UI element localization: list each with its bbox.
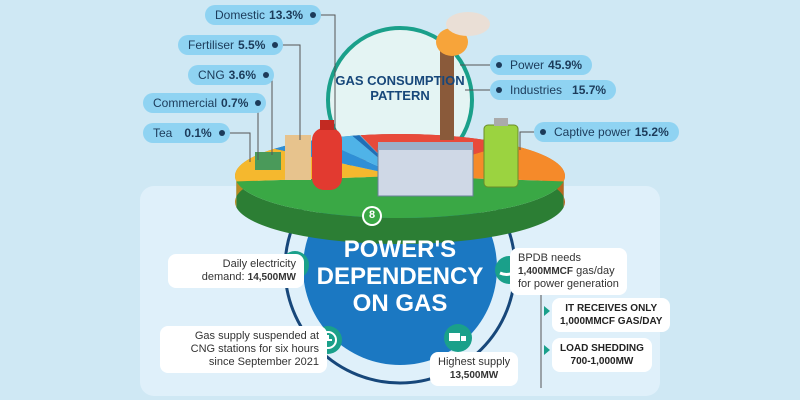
main-title-line: POWER'S [343,236,457,263]
building-roof [378,142,473,150]
arrow-icon [544,306,550,316]
label-power: Power 45.9% [490,55,593,75]
label-value: 5.5% [238,38,266,52]
chimney-illustration [440,50,454,140]
fact-text: 700-1,000MW [570,356,634,367]
dot-icon [310,12,317,18]
fertiliser-sack [285,135,311,180]
cylinder-valve [320,120,334,130]
dot-icon [496,87,502,93]
truck-icon-cab [461,336,466,341]
top-title: GAS CONSUMPTION PATTERN [335,73,465,103]
fact-text: demand: [201,271,245,283]
label-cng: CNG 3.6% [188,65,275,85]
receives-box: IT RECEIVES ONLY 1,000MMCF GAS/DAY [552,298,671,332]
main-title: POWER'S DEPENDENCY ON GAS [310,236,490,317]
fact-value: 1,400MMCF [518,266,574,277]
fact-text: since September 2021 [208,356,319,368]
battery-illustration [483,124,519,188]
section-number: 8 [368,209,376,221]
label-value: 15.7% [572,83,607,97]
main-title-line: ON GAS [352,290,448,317]
label-value: 3.6% [228,68,257,82]
label-captive-power: Captive power 15.2% [534,122,679,142]
gas-cylinder-illustration [312,128,342,190]
fact-value: 13,500MW [449,370,499,381]
main-title-line: DEPENDENCY [316,263,484,290]
label-text: Fertiliser [188,38,235,52]
label-text: Tea [153,126,173,140]
fact-text: Daily electricity [222,258,296,270]
dot-icon [540,129,546,135]
label-fertiliser: Fertiliser 5.5% [178,35,284,55]
fact-text: IT RECEIVES ONLY [565,303,658,314]
dot-icon [272,42,279,48]
arrow-icon [544,345,550,355]
pie-slice-side [236,181,564,245]
label-industries: Industries 15.7% [490,80,617,100]
fact-text: CNG stations for six hours [190,343,319,355]
fact-text: gas/day [576,265,615,277]
label-text: Domestic [215,8,266,22]
fact-value: 14,500MW [247,272,296,283]
label-value: 0.7% [221,96,249,110]
label-domestic: Domestic 13.3% [205,5,322,25]
dot-icon [496,62,502,68]
label-text: Commercial [153,96,218,110]
label-text: Captive power [554,125,631,139]
smoke-illustration [446,12,490,36]
label-text: Industries [510,83,563,97]
label-text: Power [510,58,545,72]
fact-text: LOAD SHEDDING [560,343,644,354]
clock-icon-hands [327,335,332,341]
label-text: CNG [198,68,225,82]
daily-demand-box: Daily electricity demand: 14,500MW [168,254,304,288]
load-shedding-box: LOAD SHEDDING 700-1,000MW [552,338,652,372]
label-commercial: Commercial 0.7% [143,93,267,113]
section-number-badge-inner [364,208,380,224]
dot-icon [263,72,270,78]
building-illustration [377,147,474,197]
fact-text: for power generation [518,278,619,290]
fact-text: Gas supply suspended at [194,330,319,342]
fact-text: BPDB needs [518,252,581,264]
fact-text: Highest supply [438,356,511,368]
cng-vehicle [255,152,281,170]
bpdb-needs-box: BPDB needs 1,400MMCF gas/day for power g… [510,248,627,295]
label-value: 13.3% [269,8,304,22]
highest-supply-box: Highest supply 13,500MW [430,352,519,386]
label-value: 0.1% [184,126,212,140]
dot-icon [255,100,262,106]
label-value: 15.2% [634,125,669,139]
truck-icon-body [449,333,460,341]
cng-suspension-box: Gas supply suspended at CNG stations for… [160,326,327,373]
battery-cap [494,118,508,126]
fact-text: 1,000MMCF GAS/DAY [560,316,663,327]
label-value: 45.9% [548,58,583,72]
dot-icon [218,130,225,136]
label-tea: Tea 0.1% [143,123,230,143]
